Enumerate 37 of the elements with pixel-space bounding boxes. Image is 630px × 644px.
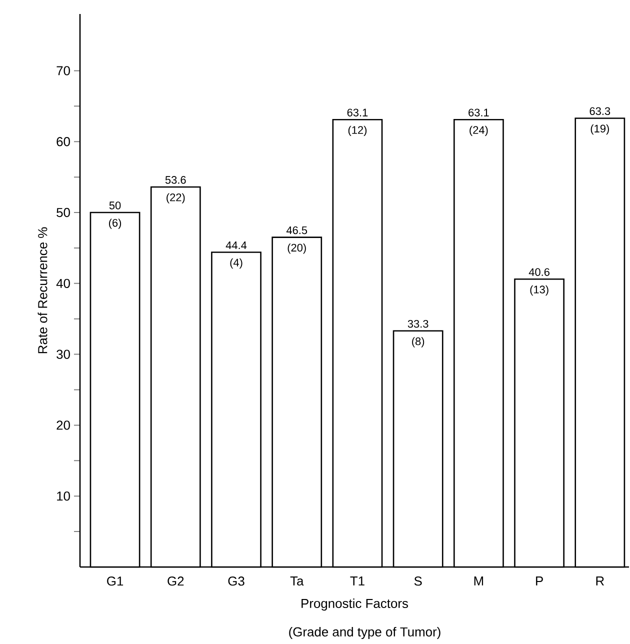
x-tick-label: Ta	[290, 576, 304, 586]
annotation: (6)	[109, 218, 122, 229]
y-tick-label: 70	[56, 66, 70, 76]
y-tick-label: 20	[56, 420, 70, 430]
x-tick-label: P	[536, 576, 544, 586]
annotation: (13)	[530, 285, 549, 296]
annotation: (12)	[348, 126, 367, 136]
data-label: 40.6	[529, 268, 550, 276]
x-tick-label: T1	[350, 576, 365, 586]
y-tick-label: 10	[57, 492, 70, 501]
x-tick-label: G2	[168, 576, 184, 586]
x-axis-title: Prognostic Factors	[302, 598, 408, 611]
y-tick-label: 50	[56, 208, 70, 218]
annotation: (24)	[470, 126, 488, 136]
data-label: 50	[110, 202, 121, 210]
x-tick-label: R	[596, 576, 604, 586]
data-label: 33.3	[408, 320, 428, 328]
y-axis-title: Rate of Recurrence %	[38, 227, 48, 354]
annotation: (4)	[230, 258, 242, 269]
data-label: 63.1	[348, 108, 368, 116]
x-tick-label: G3	[228, 576, 244, 586]
data-label: 63.3	[590, 107, 610, 116]
data-label: 53.6	[166, 176, 186, 184]
data-label: 63.1	[468, 108, 489, 116]
y-tick-label: 60	[56, 137, 70, 146]
annotation: (20)	[288, 244, 306, 254]
x-tick-label: G1	[107, 576, 124, 586]
x-tick-label: M	[474, 576, 484, 586]
data-label: 44.4	[226, 241, 247, 250]
x-tick-label: S	[414, 576, 422, 586]
data-label: 46.5	[286, 226, 308, 234]
annotation: (19)	[591, 124, 610, 135]
annotation: (8)	[412, 337, 424, 348]
y-tick-label: 40	[56, 278, 70, 288]
text: (Grade and type of Tumor)	[289, 626, 441, 640]
y-tick-label: 30	[56, 350, 70, 359]
annotation: (22)	[166, 193, 185, 204]
